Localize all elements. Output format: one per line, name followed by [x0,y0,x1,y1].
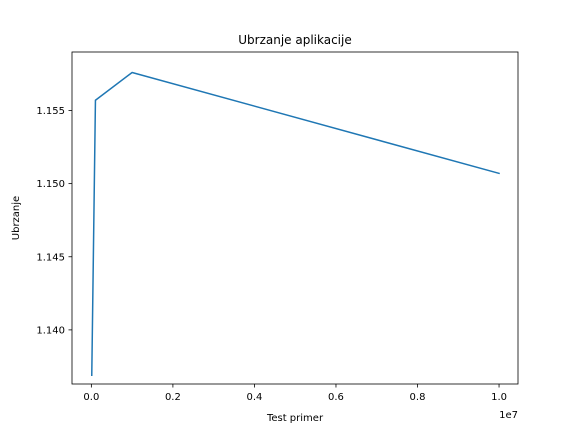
y-tick-label: 1.140 [36,325,65,336]
x-axis-offset-text: 1e7 [499,410,518,421]
series-line [91,71,500,376]
x-tick-label: 0.0 [83,392,99,403]
chart-title: Ubrzanje aplikacije [238,33,352,47]
x-tick-label: 1.0 [491,392,507,403]
series-layer [91,71,500,376]
plot-area [71,51,519,385]
x-tick-label: 0.2 [165,392,181,403]
x-tick-label: 0.8 [410,392,426,403]
x-axis: 0.0 0.2 0.4 0.6 0.8 1.0 [83,384,507,403]
y-axis-label: Ubrzanje [11,196,22,240]
x-tick-label: 0.4 [246,392,262,403]
y-tick-label: 1.155 [36,106,65,117]
x-axis-label: Test primer [266,413,324,424]
y-axis: 1.140 1.145 1.150 1.155 [36,106,72,336]
y-tick-label: 1.145 [36,252,65,263]
y-tick-label: 1.150 [36,179,65,190]
axes-frame [71,51,519,385]
x-tick-label: 0.6 [328,392,344,403]
